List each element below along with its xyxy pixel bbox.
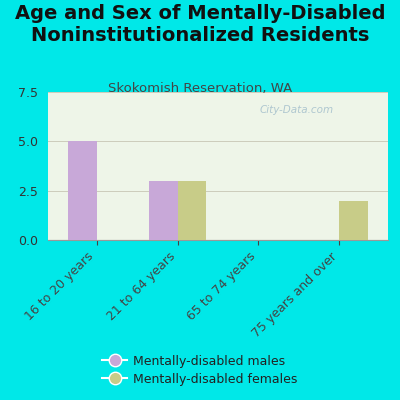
Bar: [149, 181, 178, 240]
Bar: [68, 141, 96, 240]
Bar: [340, 200, 368, 240]
Bar: [178, 181, 206, 240]
Text: Age and Sex of Mentally-Disabled
Noninstitutionalized Residents: Age and Sex of Mentally-Disabled Noninst…: [15, 4, 385, 45]
Text: Skokomish Reservation, WA: Skokomish Reservation, WA: [108, 82, 292, 95]
Legend: Mentally-disabled males, Mentally-disabled females: Mentally-disabled males, Mentally-disabl…: [102, 355, 298, 386]
Text: City-Data.com: City-Data.com: [259, 105, 333, 115]
